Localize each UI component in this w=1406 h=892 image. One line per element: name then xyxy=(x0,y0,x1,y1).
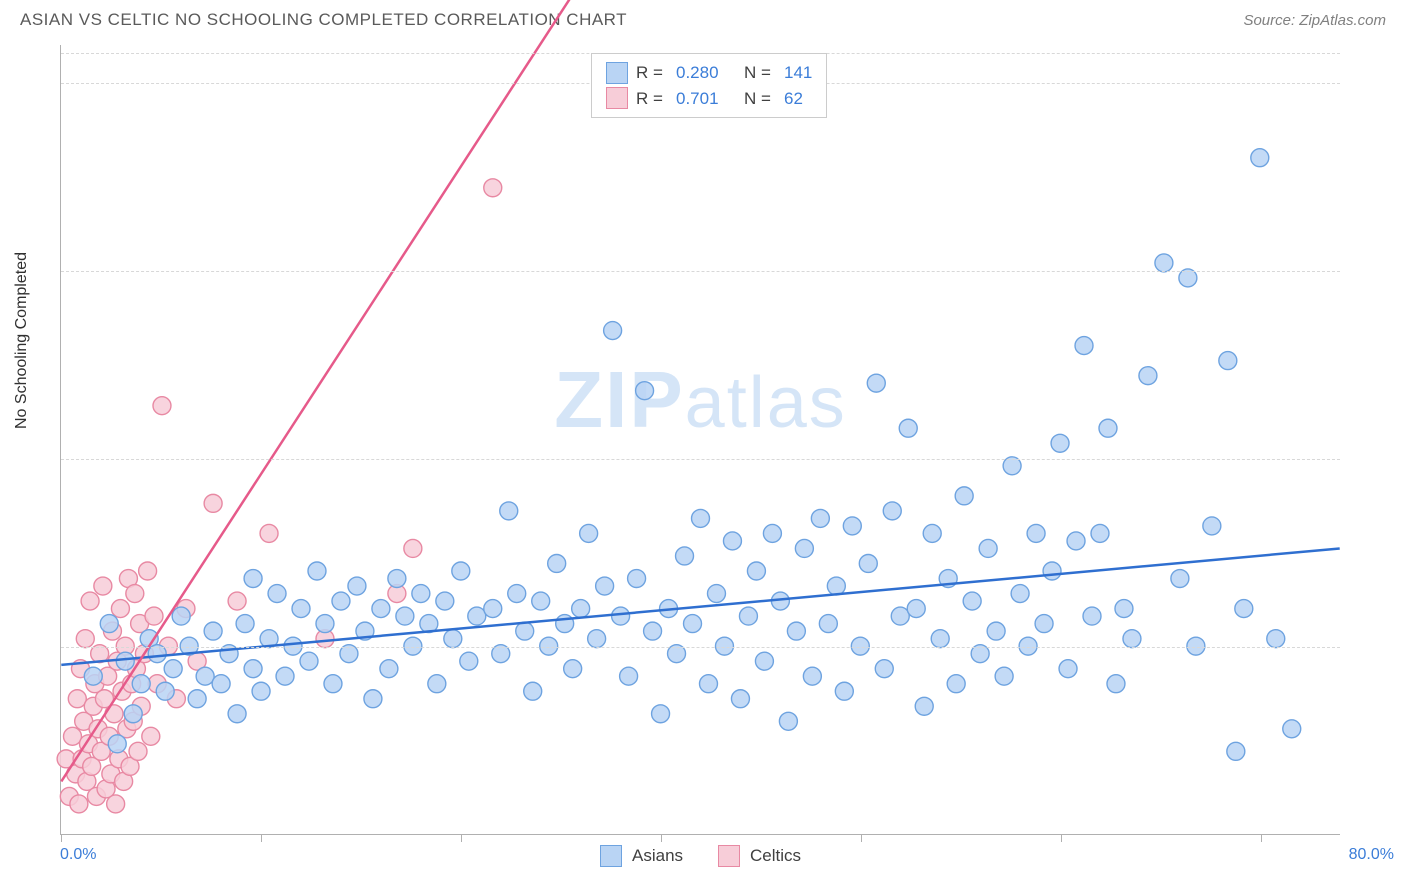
gridline xyxy=(61,647,1340,648)
scatter-plot-svg xyxy=(61,45,1340,834)
source-label: Source: ZipAtlas.com xyxy=(1243,12,1386,29)
legend: Asians Celtics xyxy=(600,845,801,867)
swatch-celtics xyxy=(606,87,628,109)
x-tick xyxy=(261,834,262,842)
x-axis-end-label: 80.0% xyxy=(1349,846,1394,864)
legend-item-asians: Asians xyxy=(600,845,683,867)
x-tick xyxy=(1261,834,1262,842)
x-tick xyxy=(861,834,862,842)
x-tick xyxy=(61,834,62,842)
swatch-asians xyxy=(606,62,628,84)
stats-row-celtics: R = 0.701 N = 62 xyxy=(606,86,812,112)
gridline xyxy=(61,459,1340,460)
correlation-stats-box: R = 0.280 N = 141 R = 0.701 N = 62 xyxy=(591,53,827,118)
x-tick xyxy=(461,834,462,842)
legend-item-celtics: Celtics xyxy=(718,845,801,867)
stats-row-asians: R = 0.280 N = 141 xyxy=(606,60,812,86)
legend-label: Celtics xyxy=(750,846,801,866)
x-axis-start-label: 0.0% xyxy=(60,846,96,864)
x-tick xyxy=(1061,834,1062,842)
legend-swatch-asians xyxy=(600,845,622,867)
x-tick xyxy=(661,834,662,842)
legend-swatch-celtics xyxy=(718,845,740,867)
y-axis-label: No Schooling Completed xyxy=(13,252,31,429)
chart-plot-area: ZIPatlas R = 0.280 N = 141 R = 0.701 N =… xyxy=(60,45,1340,835)
gridline xyxy=(61,271,1340,272)
chart-title: ASIAN VS CELTIC NO SCHOOLING COMPLETED C… xyxy=(20,10,627,30)
legend-label: Asians xyxy=(632,846,683,866)
